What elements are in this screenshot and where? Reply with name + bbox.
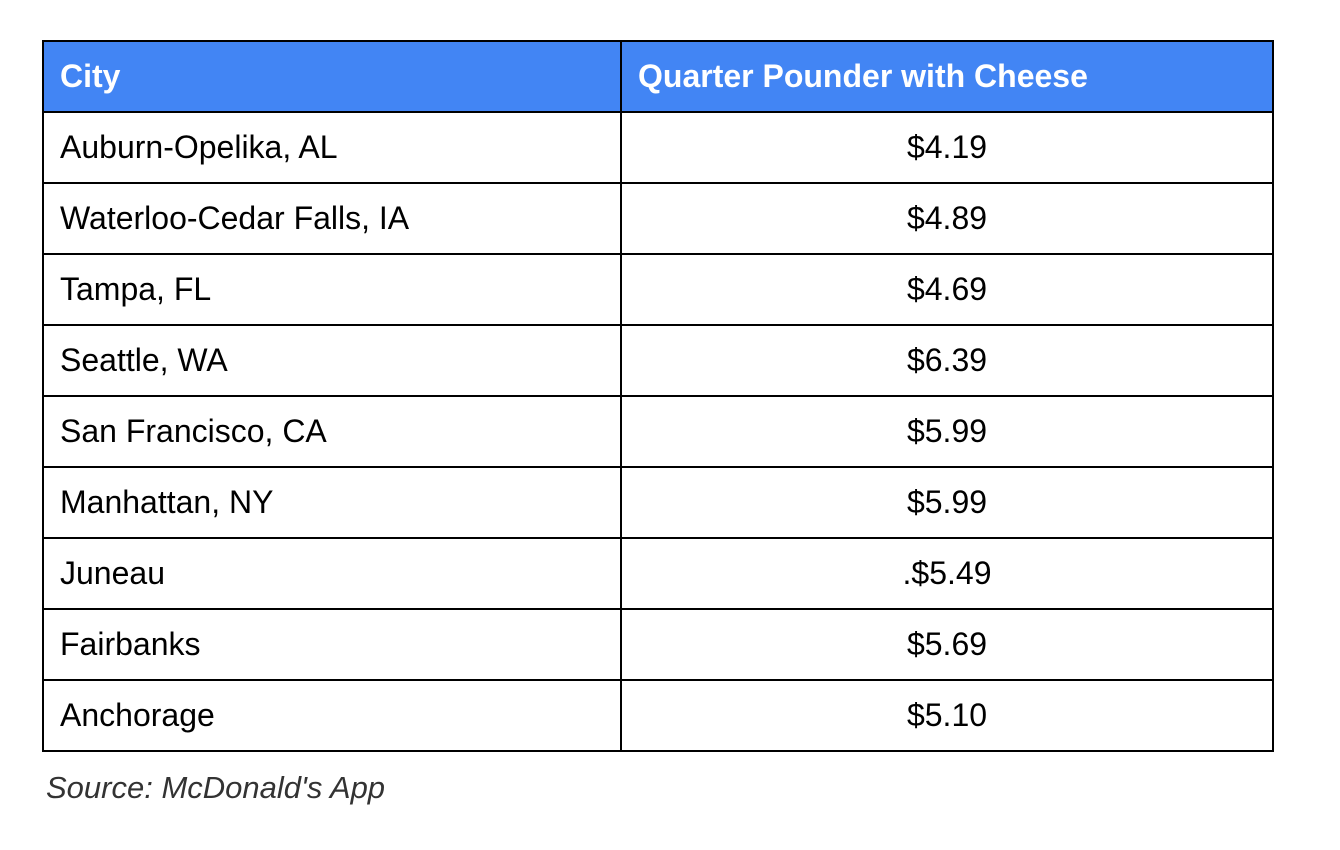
cell-city: Juneau xyxy=(43,538,621,609)
cell-city: Tampa, FL xyxy=(43,254,621,325)
price-table: City Quarter Pounder with Cheese Auburn-… xyxy=(42,40,1274,752)
cell-price: .$5.49 xyxy=(621,538,1273,609)
cell-price: $4.19 xyxy=(621,112,1273,183)
table-row: San Francisco, CA $5.99 xyxy=(43,396,1273,467)
cell-city: Fairbanks xyxy=(43,609,621,680)
cell-city: Auburn-Opelika, AL xyxy=(43,112,621,183)
table-row: Juneau .$5.49 xyxy=(43,538,1273,609)
cell-price: $4.89 xyxy=(621,183,1273,254)
table-row: Anchorage $5.10 xyxy=(43,680,1273,751)
cell-city: Anchorage xyxy=(43,680,621,751)
cell-city: San Francisco, CA xyxy=(43,396,621,467)
cell-city: Manhattan, NY xyxy=(43,467,621,538)
table-row: Manhattan, NY $5.99 xyxy=(43,467,1273,538)
page: City Quarter Pounder with Cheese Auburn-… xyxy=(0,0,1340,850)
cell-price: $4.69 xyxy=(621,254,1273,325)
table-row: Tampa, FL $4.69 xyxy=(43,254,1273,325)
cell-price: $5.69 xyxy=(621,609,1273,680)
cell-price: $5.10 xyxy=(621,680,1273,751)
table-row: Waterloo-Cedar Falls, IA $4.89 xyxy=(43,183,1273,254)
cell-price: $5.99 xyxy=(621,396,1273,467)
column-header-city: City xyxy=(43,41,621,112)
cell-price: $6.39 xyxy=(621,325,1273,396)
cell-city: Waterloo-Cedar Falls, IA xyxy=(43,183,621,254)
cell-city: Seattle, WA xyxy=(43,325,621,396)
column-header-price: Quarter Pounder with Cheese xyxy=(621,41,1273,112)
table-header-row: City Quarter Pounder with Cheese xyxy=(43,41,1273,112)
table-row: Seattle, WA $6.39 xyxy=(43,325,1273,396)
table-row: Auburn-Opelika, AL $4.19 xyxy=(43,112,1273,183)
source-caption: Source: McDonald's App xyxy=(42,770,1298,806)
cell-price: $5.99 xyxy=(621,467,1273,538)
table-row: Fairbanks $5.69 xyxy=(43,609,1273,680)
